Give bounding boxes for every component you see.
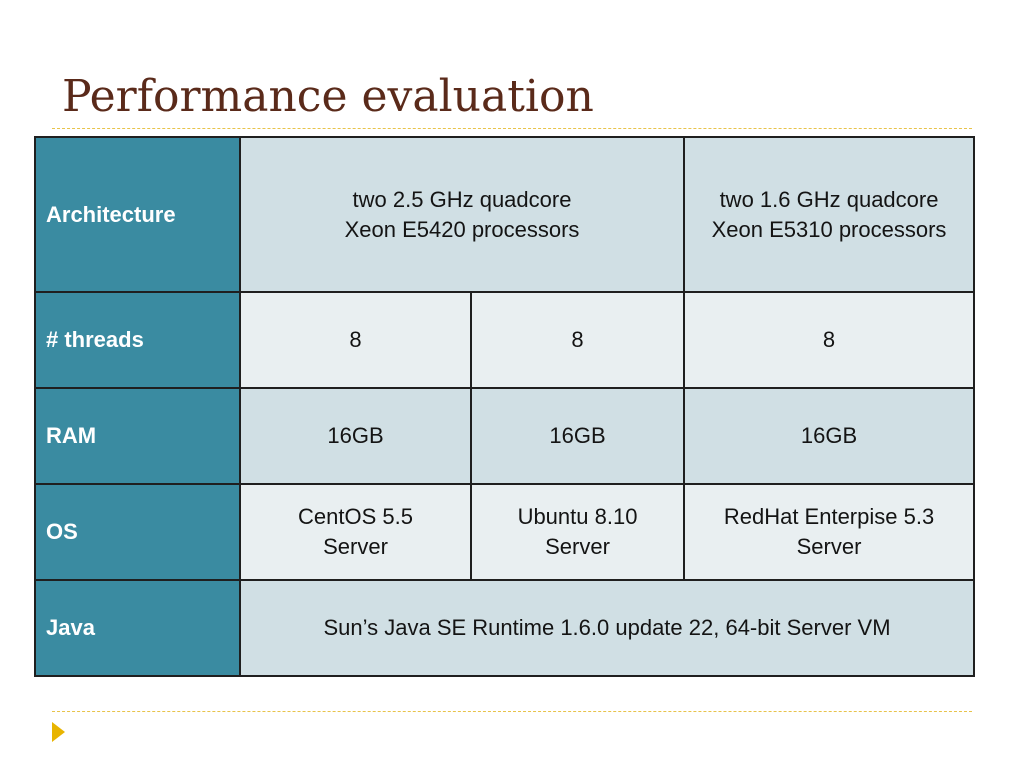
table-row-threads: # threads 8 8 8 <box>34 291 976 389</box>
title-divider <box>52 128 972 129</box>
architecture-cell-config-c: two 1.6 GHz quadcore Xeon E5310 processo… <box>683 136 976 293</box>
table-row-java: Java Sun’s Java SE Runtime 1.6.0 update … <box>34 579 976 677</box>
threads-cell: 8 <box>239 291 472 389</box>
java-cell: Sun’s Java SE Runtime 1.6.0 update 22, 6… <box>238 579 976 677</box>
ram-cell: 16GB <box>469 387 686 485</box>
ram-cell: 16GB <box>239 387 472 485</box>
os-line: RedHat Enterpise 5.3 <box>723 504 935 529</box>
architecture-line: two 1.6 GHz quadcore <box>719 186 939 212</box>
os-cell-centos: CentOS 5.5 Server <box>239 483 472 581</box>
os-cell-ubuntu: Ubuntu 8.10 Server <box>469 483 686 581</box>
ram-cell: 16GB <box>683 387 976 485</box>
os-line: Server <box>323 534 388 559</box>
os-line: Server <box>796 534 862 559</box>
table-row-architecture: Architecture two 2.5 GHz quadcore Xeon E… <box>34 136 976 293</box>
row-header-threads: # threads <box>34 291 241 389</box>
row-header-ram: RAM <box>34 387 241 485</box>
os-line: Ubuntu 8.10 <box>517 504 638 529</box>
threads-cell: 8 <box>469 291 686 389</box>
architecture-line: two 2.5 GHz quadcore <box>352 186 572 212</box>
table-row-ram: RAM 16GB 16GB 16GB <box>34 387 976 485</box>
architecture-cell-config-a-b: two 2.5 GHz quadcore Xeon E5420 processo… <box>238 136 686 293</box>
architecture-line: Xeon E5310 processors <box>711 216 947 242</box>
row-header-os: OS <box>34 483 241 581</box>
os-cell-redhat: RedHat Enterpise 5.3 Server <box>683 483 976 581</box>
threads-cell: 8 <box>683 291 976 389</box>
architecture-line: Xeon E5420 processors <box>344 216 580 242</box>
triangle-bullet-icon <box>52 722 65 742</box>
row-header-architecture: Architecture <box>34 136 241 293</box>
row-header-java: Java <box>34 579 241 677</box>
footer-divider <box>52 711 972 712</box>
slide-title: Performance evaluation <box>62 71 594 122</box>
spec-table: Architecture two 2.5 GHz quadcore Xeon E… <box>34 136 976 677</box>
os-line: Server <box>545 534 610 559</box>
table-row-os: OS CentOS 5.5 Server Ubuntu 8.10 Server … <box>34 483 976 581</box>
os-line: CentOS 5.5 <box>298 504 413 529</box>
